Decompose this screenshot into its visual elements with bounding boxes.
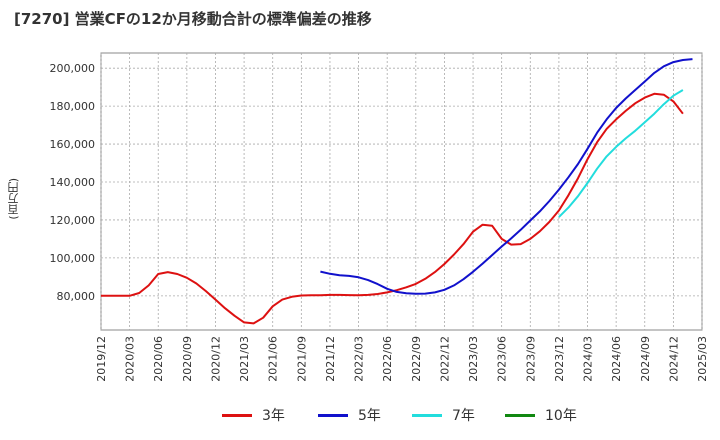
- x-tick-label: 2020/06: [152, 336, 165, 382]
- legend-label-10y: 10年: [545, 408, 577, 424]
- plot-area: [100, 52, 703, 331]
- x-tick-label: 2024/06: [610, 336, 623, 382]
- series-line-3: [558, 89, 684, 218]
- x-tick-label: 2019/12: [95, 336, 108, 382]
- legend-item-3y: 3年: [222, 404, 285, 426]
- legend-swatch-5y: [318, 413, 348, 417]
- x-tick-label: 2023/03: [467, 336, 480, 382]
- x-tick-label: 2024/09: [639, 336, 652, 382]
- legend: 3年 5年 7年 10年: [0, 404, 720, 426]
- x-tick-label: 2024/03: [582, 336, 595, 382]
- y-tick-label: 160,000: [50, 138, 96, 151]
- y-tick-label: 80,000: [57, 290, 96, 303]
- x-tick-label: 2023/06: [496, 336, 509, 382]
- x-tick-label: 2023/09: [524, 336, 537, 382]
- x-tick-label: 2023/12: [553, 336, 566, 382]
- legend-item-10y: 10年: [505, 404, 577, 426]
- legend-label-7y: 7年: [452, 408, 475, 424]
- x-tick-label: 2022/09: [410, 336, 423, 382]
- line-chart: 2019/12 2020/03 2020/06 2020/09 2020/12 2021/…: [50, 52, 709, 382]
- x-tick-label: 2022/03: [353, 336, 366, 382]
- legend-item-5y: 5年: [318, 404, 381, 426]
- legend-label-3y: 3年: [262, 408, 285, 424]
- x-tick-label: 2020/03: [124, 336, 137, 382]
- legend-label-5y: 5年: [358, 408, 381, 424]
- series-line-2: [320, 58, 693, 295]
- y-tick-label: 140,000: [50, 176, 96, 189]
- legend-swatch-10y: [505, 413, 535, 417]
- x-tick-label: 2024/12: [667, 336, 680, 382]
- legend-swatch-7y: [412, 413, 442, 417]
- y-tick-label: 200,000: [50, 62, 96, 75]
- legend-item-7y: 7年: [412, 404, 475, 426]
- chart-title: [7270] 営業CFの12か月移動合計の標準偏差の推移: [14, 10, 372, 28]
- legend-swatch-3y: [222, 413, 252, 417]
- x-tick-label: 2020/09: [181, 336, 194, 382]
- x-tick-label: 2025/03: [696, 336, 709, 382]
- x-tick-label: 2022/06: [381, 336, 394, 382]
- x-tick-label: 2021/06: [267, 336, 280, 382]
- x-tick-label: 2021/12: [324, 336, 337, 382]
- x-tick-label: 2021/09: [295, 336, 308, 382]
- y-tick-label: 100,000: [50, 252, 96, 265]
- x-tick-label: 2022/12: [438, 336, 451, 382]
- y-tick-label: 120,000: [50, 214, 96, 227]
- x-tick-label: 2020/12: [209, 336, 222, 382]
- x-tick-label: 2021/03: [238, 336, 251, 382]
- y-tick-label: 180,000: [50, 100, 96, 113]
